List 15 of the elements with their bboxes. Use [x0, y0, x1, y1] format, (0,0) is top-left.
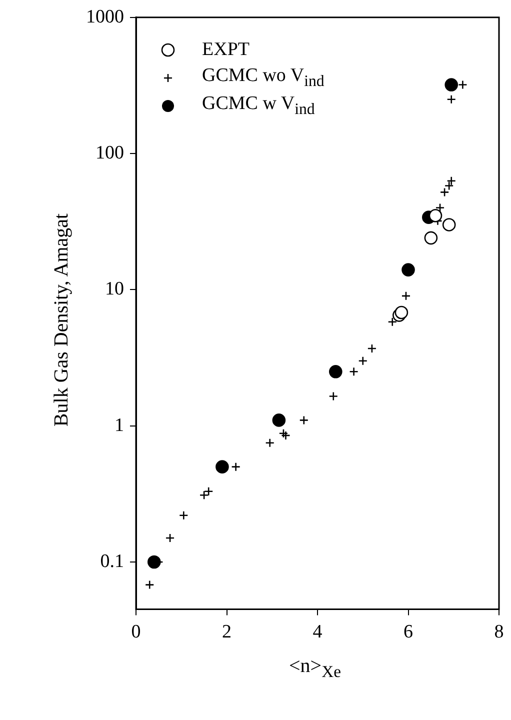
legend-label: GCMC wo V$_{ind}$	[202, 65, 324, 91]
x-axis-title: <n>$_{Xe}$	[288, 655, 342, 682]
x-tick-label: 6	[404, 622, 413, 643]
y-tick-label: 0.1	[100, 550, 124, 572]
x-tick-label: 2	[222, 622, 232, 643]
x-tick-label: 0	[131, 622, 141, 643]
y-tick-label: 100	[96, 142, 124, 164]
legend-label: EXPT	[202, 39, 250, 61]
x-tick-label: 4	[312, 622, 323, 643]
x-tick-label: 8	[494, 622, 504, 643]
legend-label: GCMC w V$_{ind}$	[202, 93, 315, 119]
y-tick-label: 10	[105, 278, 124, 300]
y-tick-label: 1	[114, 414, 124, 436]
y-axis-title: Bulk Gas Density, Amagat	[50, 213, 74, 427]
y-tick-label: 1000	[86, 6, 124, 28]
